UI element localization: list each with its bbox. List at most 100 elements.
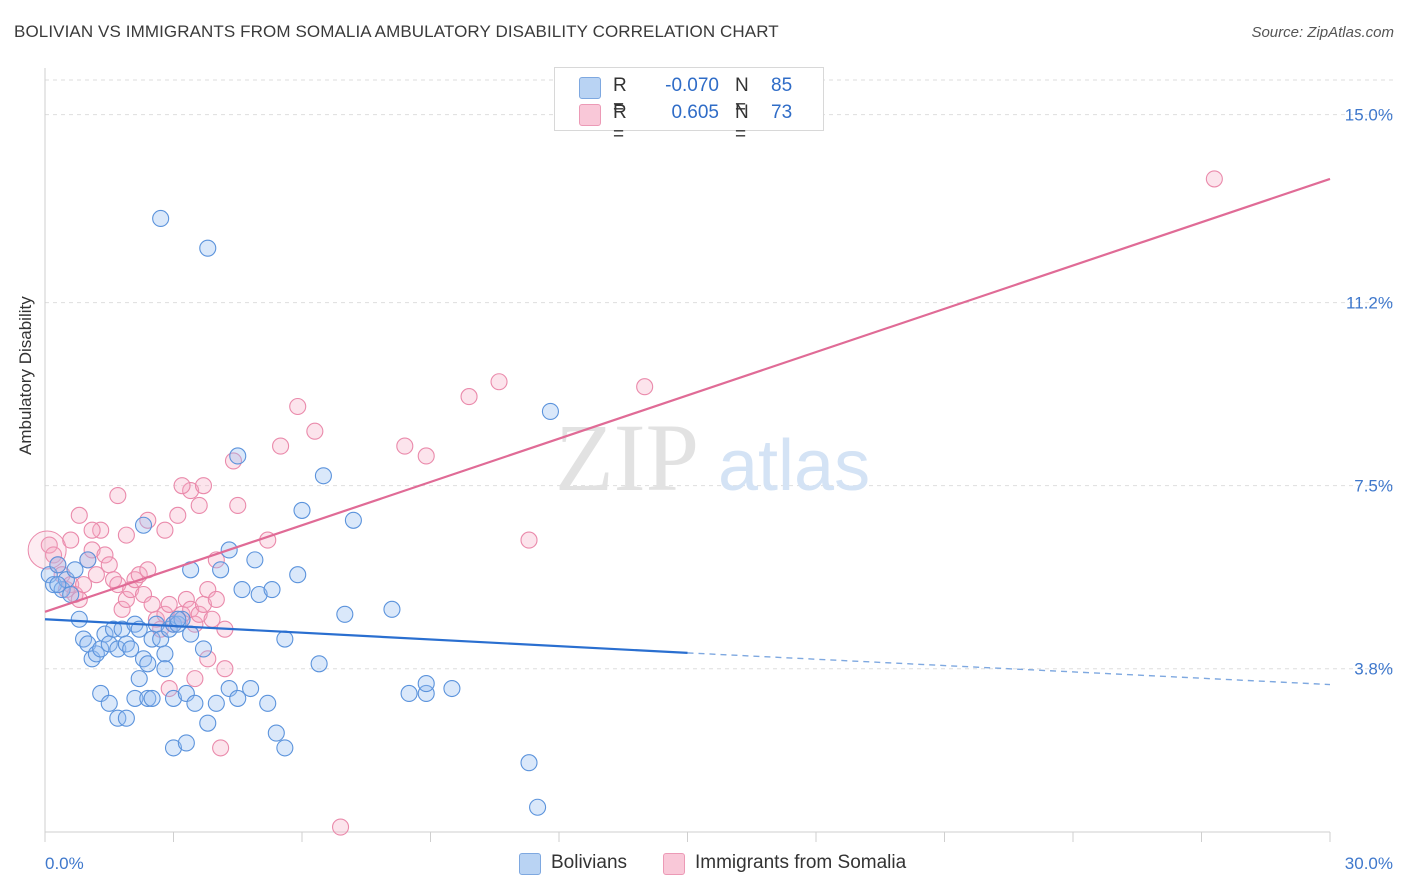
bolivian-point	[100, 694, 118, 712]
legend-r-label: R =	[613, 75, 627, 118]
bolivian-point	[267, 724, 285, 742]
legend-swatch-blue	[579, 77, 601, 99]
bolivian-point	[263, 581, 281, 599]
bolivian-point	[164, 739, 183, 757]
somalia-point	[173, 477, 191, 495]
bolivian-point	[520, 754, 538, 772]
grid-lines	[45, 79, 1395, 670]
legend-swatch-pink	[579, 104, 601, 126]
x-tick-label: 30.0%	[1345, 854, 1393, 873]
bolivian-point	[199, 239, 217, 257]
somalia-point	[160, 679, 178, 698]
legend-swatch-blue	[519, 853, 541, 875]
somalia-point	[87, 566, 105, 584]
y-tick-label: 7.5%	[1354, 477, 1393, 496]
bolivian-point	[156, 645, 174, 663]
bolivian-point	[276, 630, 294, 648]
bolivian-point	[293, 501, 311, 519]
bolivian-point	[229, 689, 247, 707]
somalia-point	[92, 521, 110, 539]
somalia-point	[199, 650, 217, 668]
bolivian-point	[250, 585, 268, 604]
somalia-point	[190, 496, 208, 515]
bolivian-point	[336, 605, 354, 623]
bolivian-point	[79, 551, 97, 569]
bolivian-point	[529, 798, 547, 816]
somalia-point	[83, 541, 101, 559]
y-tick-labels: 3.8% 7.5% 11.2% 15.0%	[1345, 106, 1393, 679]
somalia-point	[177, 590, 195, 609]
somalia-point	[100, 556, 118, 574]
somalia-point	[83, 521, 101, 539]
watermark-atlas: atlas	[718, 426, 870, 506]
series-bolivians-points	[40, 209, 559, 816]
somalia-point	[27, 530, 67, 570]
legend-n-value: 85	[771, 75, 793, 96]
bolivian-point	[199, 714, 217, 732]
somalia-point	[169, 506, 187, 524]
legend-n-label: N =	[735, 75, 749, 118]
bolivian-point	[182, 625, 200, 643]
somalia-point	[417, 447, 435, 465]
bolivian-point	[96, 625, 114, 643]
somalia-point	[122, 581, 140, 599]
somalia-point	[289, 397, 307, 416]
bolivian-point	[259, 694, 277, 712]
bolivian-point	[126, 689, 144, 707]
y-axis-label: Ambulatory Disability	[16, 296, 35, 455]
bolivian-point	[49, 556, 67, 574]
bolivian-point	[207, 694, 225, 712]
trend-line-bolivians-extrapolated	[687, 652, 1331, 686]
somalia-point	[117, 526, 135, 544]
somalia-point	[1205, 170, 1223, 188]
somalia-point	[156, 521, 174, 539]
somalia-point	[147, 610, 165, 628]
somalia-point	[331, 818, 350, 836]
somalia-point	[216, 660, 234, 678]
bolivian-point	[383, 600, 401, 618]
somalia-point	[460, 388, 478, 406]
bolivian-point	[117, 709, 135, 727]
bolivian-point	[139, 689, 157, 707]
somalia-point	[212, 739, 230, 757]
somalia-point	[306, 422, 324, 440]
bolivian-point	[139, 655, 157, 673]
bolivian-point	[122, 640, 140, 658]
somalia-point	[45, 546, 63, 564]
somalia-point	[229, 496, 247, 515]
bolivian-point	[104, 620, 123, 638]
bolivian-point	[66, 561, 84, 579]
somalia-point	[109, 487, 127, 505]
bolivian-point	[164, 689, 183, 707]
bolivian-point	[229, 447, 247, 465]
legend-r-value: 0.605	[671, 102, 719, 123]
bolivian-point	[417, 675, 435, 693]
legend-swatch-pink	[663, 853, 685, 875]
somalia-point	[70, 506, 88, 524]
legend-label-somalia: Immigrants from Somalia	[695, 852, 907, 873]
somalia-point	[75, 576, 93, 594]
bolivian-point	[194, 640, 213, 658]
y-tick-label: 11.2%	[1346, 294, 1393, 313]
somalia-point	[62, 531, 80, 549]
y-tick-label: 15.0%	[1345, 106, 1393, 125]
somalia-point	[117, 590, 135, 609]
bolivian-point	[233, 581, 251, 599]
bolivian-point	[143, 689, 161, 707]
bolivian-point	[314, 467, 332, 485]
watermark-zip: ZIP	[555, 404, 699, 511]
bolivian-point	[344, 511, 362, 529]
somalia-point	[490, 373, 508, 391]
bolivian-point	[242, 679, 260, 698]
correlation-legend: R = -0.070 N = 85 R = 0.605 N = 73	[554, 67, 824, 145]
legend-label-bolivians: Bolivians	[551, 852, 628, 873]
somalia-point	[190, 605, 208, 623]
watermark: ZIP atlas	[555, 404, 870, 511]
trend-lines	[44, 177, 1331, 686]
y-tick-label: 3.8%	[1354, 660, 1393, 679]
legend-n-value: 73	[771, 102, 793, 123]
somalia-point	[194, 477, 213, 495]
bolivian-point	[443, 679, 461, 698]
bolivian-point	[186, 694, 204, 712]
legend-r-value: -0.070	[665, 75, 719, 96]
